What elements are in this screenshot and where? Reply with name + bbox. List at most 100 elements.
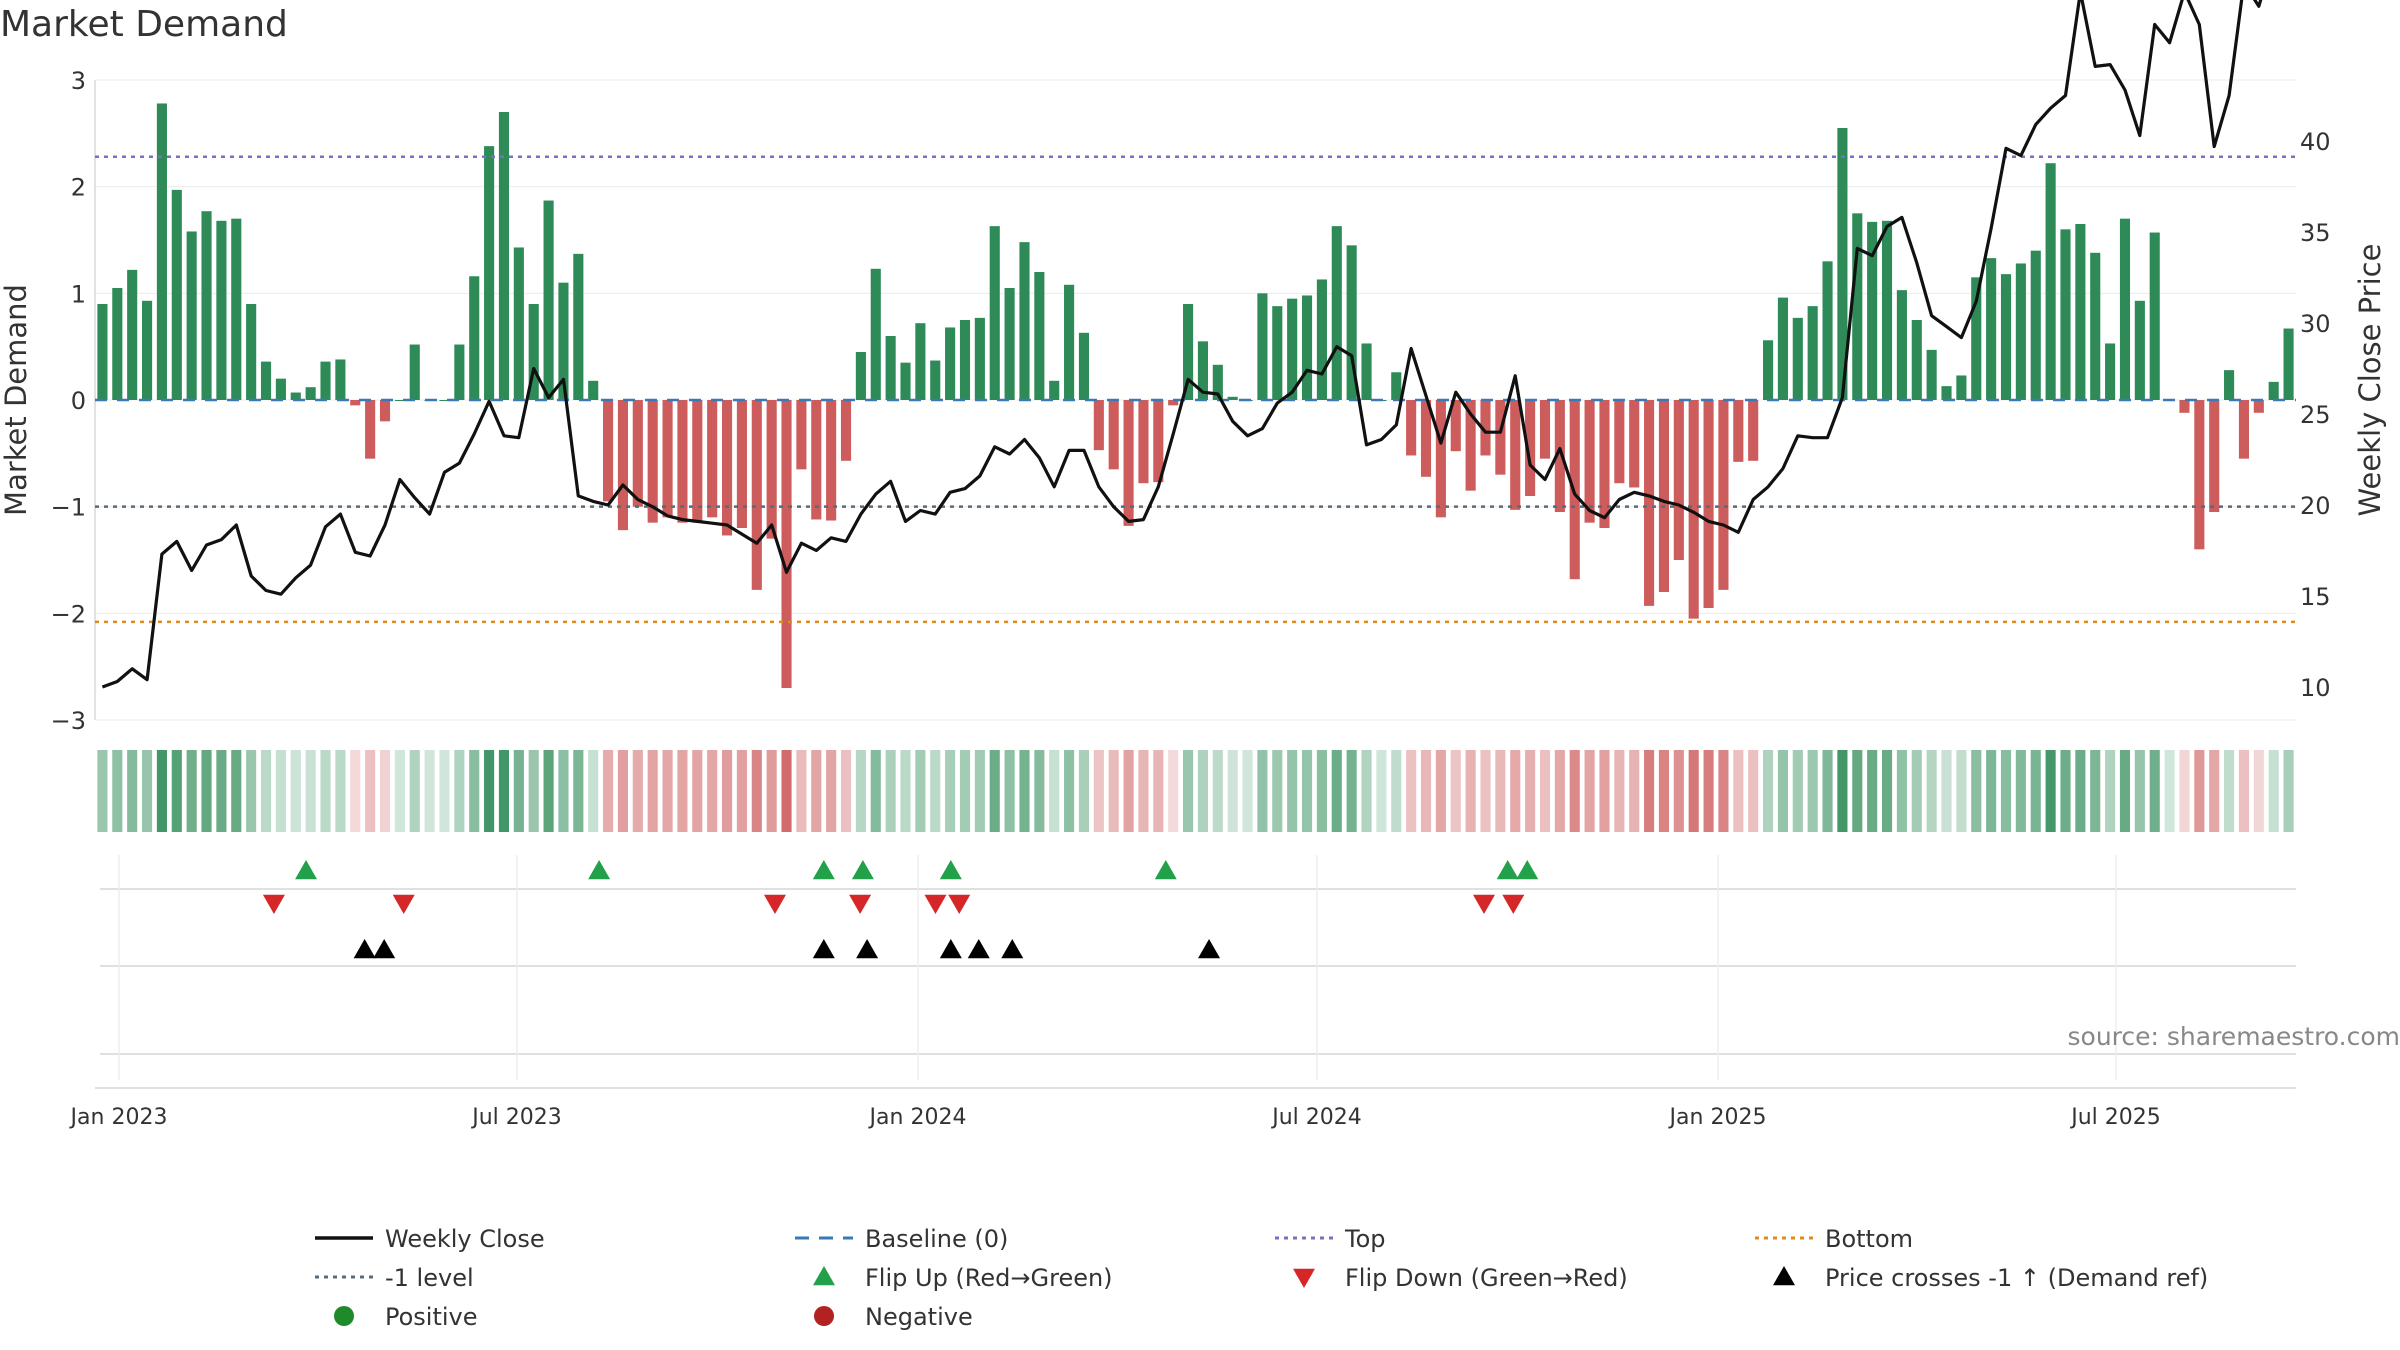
demand-bar — [97, 304, 108, 400]
y2-tick-label: 25 — [2300, 401, 2331, 429]
demand-bar — [1138, 400, 1149, 484]
demand-bar — [1777, 297, 1788, 400]
demand-bar — [2268, 381, 2279, 400]
demand-bar — [1584, 400, 1595, 523]
heat-cell — [484, 750, 495, 832]
demand-bar — [1867, 221, 1878, 400]
demand-bar — [1658, 400, 1670, 592]
demand-bar — [1599, 400, 1610, 528]
demand-bar — [2030, 250, 2041, 400]
heat-cell — [766, 750, 777, 832]
legend-swatch — [1773, 1266, 1795, 1286]
x-tick-label: Jan 2025 — [1668, 1105, 1767, 1130]
flip-up-marker — [1516, 860, 1539, 880]
heat-cell — [1391, 750, 1402, 832]
heat-cell — [796, 750, 807, 832]
heat-cell — [1153, 750, 1164, 832]
flip-up-marker — [812, 860, 835, 880]
demand-bar — [1881, 220, 1893, 400]
demand-bar — [885, 336, 896, 400]
demand-bar — [1718, 400, 1729, 590]
heat-cell — [1569, 750, 1580, 832]
demand-bar — [543, 200, 554, 400]
demand-bar — [1688, 400, 1699, 619]
legend-label: Bottom — [1825, 1225, 1913, 1253]
heat-cell — [677, 750, 688, 832]
demand-bar — [1629, 400, 1640, 488]
demand-bar — [1227, 396, 1238, 400]
demand-bar — [1510, 400, 1521, 510]
demand-bar — [870, 268, 881, 400]
heat-cell — [1881, 750, 1893, 832]
heat-cell — [1971, 750, 1982, 832]
heat-cell — [186, 750, 197, 832]
heat-cell — [1361, 750, 1372, 832]
legend-swatch — [814, 1306, 834, 1326]
demand-bar — [2209, 400, 2220, 512]
demand-bar — [2060, 229, 2071, 400]
demand-bar — [2253, 400, 2264, 413]
y-tick-label: 1 — [71, 280, 86, 308]
heat-cell — [1599, 750, 1610, 832]
flip-up-marker — [588, 860, 611, 880]
demand-bar — [320, 361, 331, 400]
demand-bar — [632, 400, 643, 507]
heat-cell — [1420, 750, 1432, 832]
demand-bar — [2090, 252, 2101, 400]
demand-bar — [1004, 288, 1015, 400]
heat-cell — [127, 750, 138, 832]
heat-cell — [320, 750, 331, 832]
demand-bar — [1406, 400, 1417, 456]
demand-bar — [156, 103, 167, 400]
legend-label: Flip Down (Green→Red) — [1345, 1264, 1628, 1292]
demand-bar — [1301, 295, 1313, 400]
heat-cell — [1539, 750, 1551, 832]
heat-cell — [409, 750, 420, 832]
heat-cell — [811, 750, 822, 832]
demand-bar — [1763, 340, 1774, 400]
demand-bar — [1049, 380, 1060, 400]
heat-cell — [1212, 750, 1223, 832]
heat-cell — [1584, 750, 1595, 832]
demand-bar — [751, 400, 762, 590]
demand-bar — [840, 400, 852, 461]
heat-cell — [231, 750, 242, 832]
demand-bar — [1168, 400, 1179, 406]
demand-bar — [1197, 341, 1208, 400]
heat-cell — [1629, 750, 1640, 832]
demand-bar — [1614, 400, 1625, 484]
heat-cell — [2253, 750, 2264, 832]
heat-cell — [2119, 750, 2131, 832]
heat-cell — [454, 750, 465, 832]
demand-bar — [1435, 400, 1446, 518]
heat-cell — [1019, 750, 1030, 832]
demand-bar — [1911, 320, 1922, 400]
heat-cell — [2164, 750, 2175, 832]
demand-bar — [603, 400, 614, 502]
heat-cell — [379, 750, 391, 832]
heat-cell — [692, 750, 703, 832]
y2-tick-label: 35 — [2300, 219, 2331, 247]
y-tick-label: −2 — [51, 600, 86, 628]
demand-bar — [1733, 400, 1744, 462]
demand-bar — [1450, 400, 1461, 452]
demand-bar — [290, 392, 301, 400]
demand-bar — [2134, 300, 2145, 400]
demand-bar — [2000, 274, 2012, 400]
heat-cell — [350, 750, 361, 832]
price-cross-marker — [353, 939, 376, 959]
demand-bar — [528, 304, 539, 400]
heat-cell — [1807, 750, 1818, 832]
heat-cell — [1301, 750, 1313, 832]
heat-cell — [1658, 750, 1670, 832]
heat-cell — [588, 750, 599, 832]
demand-bar — [1956, 375, 1967, 400]
demand-bar — [1272, 306, 1283, 400]
demand-bar — [721, 400, 733, 536]
heat-cell — [945, 750, 956, 832]
heat-cell — [1376, 750, 1387, 832]
demand-bar — [1792, 317, 1803, 400]
heat-cell — [1287, 750, 1298, 832]
flip-down-marker — [948, 894, 971, 914]
